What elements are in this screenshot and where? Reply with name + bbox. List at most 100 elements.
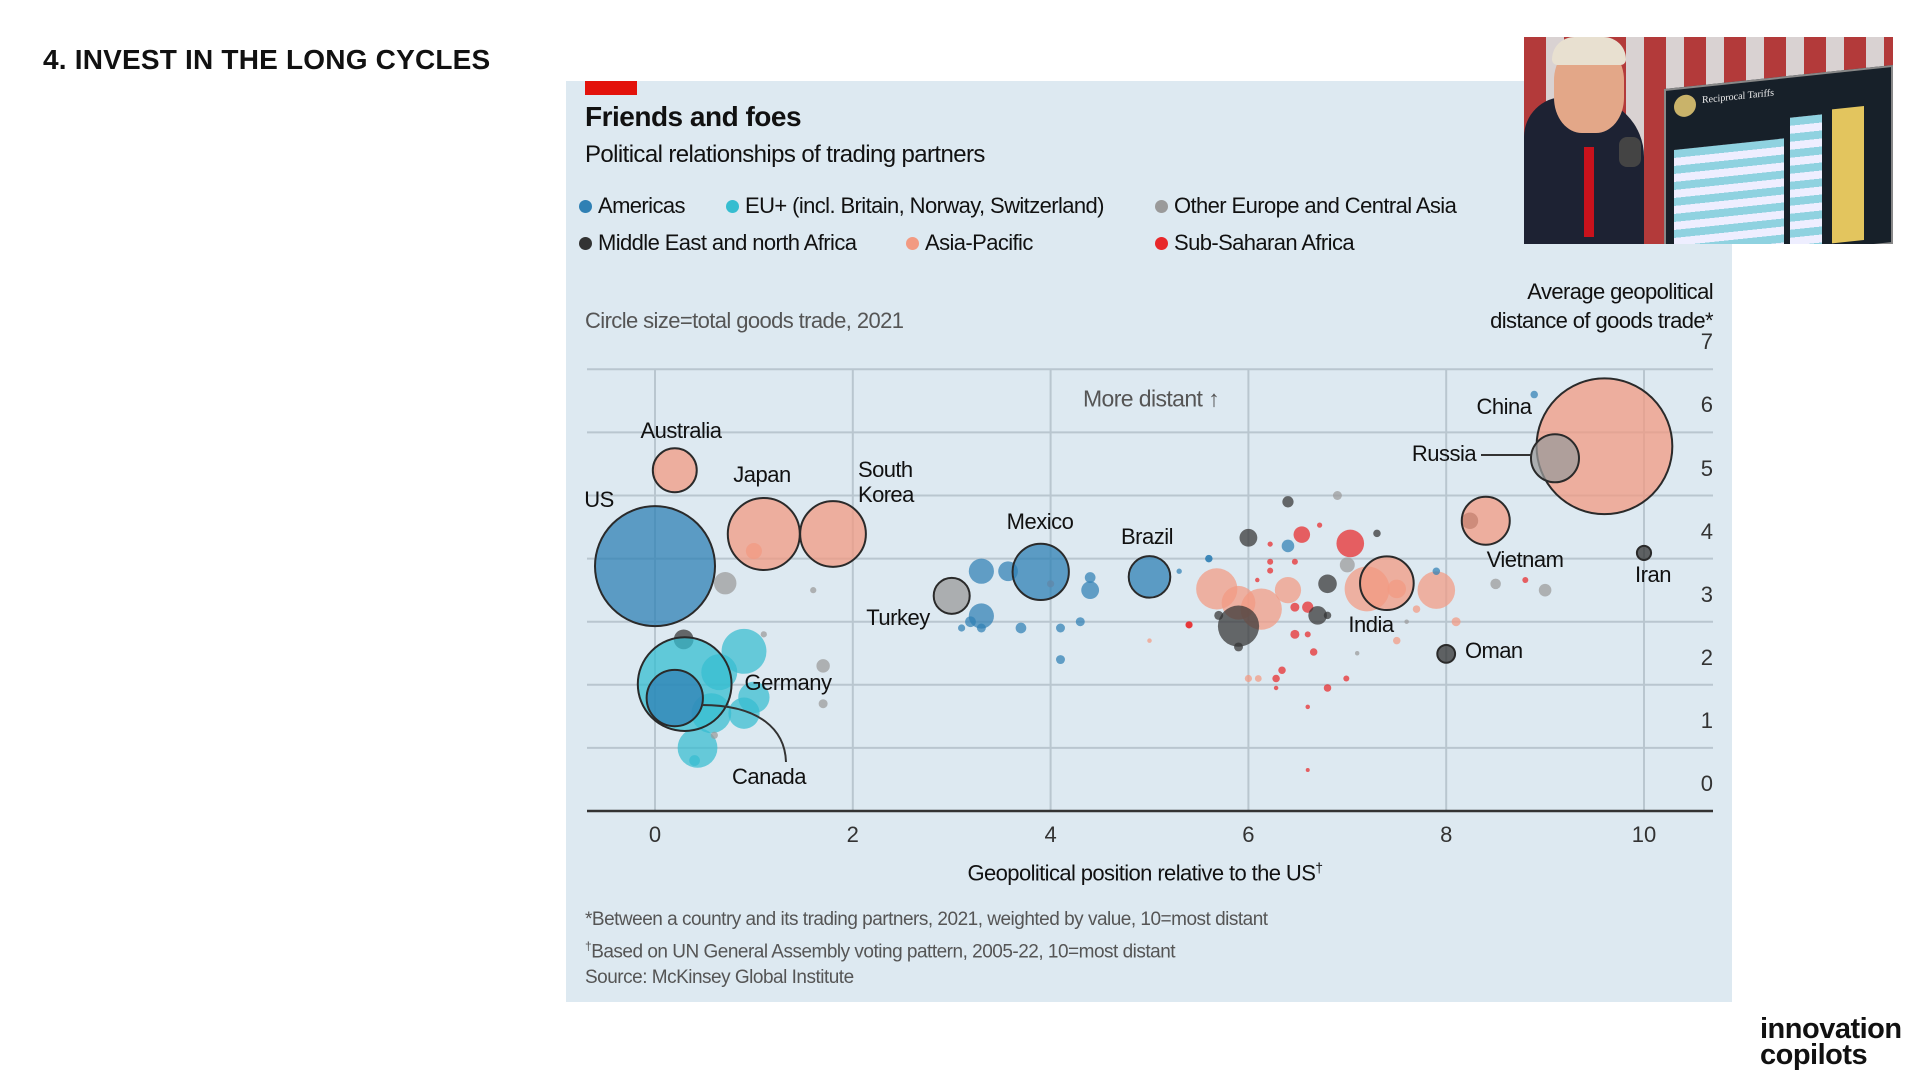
bubble-point bbox=[1354, 651, 1360, 656]
label-japan: Japan bbox=[733, 462, 791, 487]
legend-swatch bbox=[726, 199, 739, 213]
bubble-point bbox=[957, 624, 966, 632]
label-australia: Australia bbox=[640, 418, 722, 443]
person-tie bbox=[1584, 147, 1594, 237]
bubble-point bbox=[713, 571, 737, 595]
bubble-point bbox=[1290, 602, 1300, 612]
bubble-point bbox=[1244, 674, 1252, 683]
bubble-turkey bbox=[932, 576, 971, 615]
dagger-mark: † bbox=[1315, 859, 1323, 876]
y-tick-label: 7 bbox=[1700, 329, 1713, 355]
legend-item-mena: Middle East and north Africa bbox=[579, 230, 857, 256]
logo-line: copilots bbox=[1760, 1039, 1868, 1071]
legend-label: Americas bbox=[598, 193, 685, 218]
microphone-icon bbox=[1619, 137, 1641, 167]
logo-line: innovation bbox=[1760, 1013, 1902, 1045]
label-iran: Iran bbox=[1635, 562, 1671, 587]
board-reciprocal-tariffs bbox=[1832, 106, 1864, 244]
bubble-us bbox=[594, 505, 716, 628]
bubble-point bbox=[1522, 577, 1529, 584]
bubble-point bbox=[1530, 390, 1538, 399]
label-line: South bbox=[858, 457, 913, 482]
bubble-point bbox=[689, 755, 700, 766]
bubble-point bbox=[1305, 767, 1310, 772]
bubble-point bbox=[710, 731, 718, 739]
label-brazil: Brazil bbox=[1120, 524, 1174, 549]
bubble-australia bbox=[651, 447, 698, 494]
y-tick-label: 1 bbox=[1700, 707, 1713, 733]
bubble-point bbox=[1336, 529, 1365, 558]
tariff-board: Reciprocal Tariffs bbox=[1664, 64, 1893, 244]
legend-item-americas: Americas bbox=[579, 193, 685, 219]
legend-label: Other Europe and Central Asia bbox=[1174, 193, 1457, 218]
bubble-point bbox=[1323, 611, 1332, 620]
bubble-point bbox=[1339, 557, 1355, 573]
label-line: Korea bbox=[858, 482, 914, 507]
legend-item-asia-pacific: Asia-Pacific bbox=[906, 230, 1033, 256]
label-south-korea: South Korea bbox=[858, 457, 914, 507]
board-title: Reciprocal Tariffs bbox=[1702, 87, 1774, 107]
board-tariffs-charged bbox=[1790, 114, 1822, 244]
legend-label: EU+ (incl. Britain, Norway, Switzerland) bbox=[745, 193, 1104, 218]
x-tick-label: 10 bbox=[1631, 822, 1657, 847]
y-tick-label: 4 bbox=[1700, 518, 1713, 544]
bubble-point bbox=[738, 681, 770, 714]
dagger-mark: † bbox=[585, 939, 592, 953]
y-tick-label: 2 bbox=[1700, 644, 1713, 670]
bubble-point bbox=[1308, 606, 1327, 625]
size-note: Circle size=total goods trade, 2021 bbox=[585, 308, 904, 333]
bubble-point bbox=[1332, 491, 1342, 500]
bubble-point bbox=[1412, 605, 1421, 613]
seal-icon bbox=[1674, 93, 1696, 118]
bubble-iran bbox=[1635, 544, 1653, 562]
y-axis-title-line1: Average geopolitical bbox=[1527, 279, 1713, 304]
bubble-point bbox=[1274, 577, 1302, 604]
bubble-point bbox=[1176, 568, 1182, 574]
bubble-point bbox=[1267, 567, 1274, 574]
label-vietnam: Vietnam bbox=[1486, 547, 1564, 572]
bubble-point bbox=[1304, 631, 1311, 638]
legend-item-other-europe: Other Europe and Central Asia bbox=[1155, 193, 1457, 219]
y-tick-label: 3 bbox=[1700, 581, 1713, 607]
bubble-point bbox=[1015, 622, 1027, 634]
label-canada: Canada bbox=[731, 764, 807, 789]
bubble-point bbox=[976, 623, 986, 633]
bubble-point bbox=[1084, 572, 1096, 583]
bubble-point bbox=[1214, 610, 1224, 620]
footnote-1: *Between a country and its trading partn… bbox=[585, 909, 1268, 930]
bubble-oman bbox=[1436, 643, 1457, 664]
bubble-russia bbox=[1529, 433, 1580, 484]
x-tick-label: 6 bbox=[1242, 822, 1255, 847]
legend-swatch bbox=[579, 199, 592, 213]
slide-title: 4. INVEST IN THE LONG CYCLES bbox=[43, 44, 491, 75]
legend-label: Sub-Saharan Africa bbox=[1174, 230, 1355, 255]
bubble-point bbox=[1316, 522, 1323, 528]
bubble-point bbox=[1318, 574, 1337, 594]
more-distant-annotation: More distant ↑ bbox=[1082, 385, 1220, 412]
canada-leader-line bbox=[701, 704, 787, 763]
label-india: India bbox=[1348, 612, 1394, 637]
bubble-point bbox=[816, 659, 830, 673]
bubble-point bbox=[968, 558, 994, 584]
board-country-list bbox=[1674, 138, 1784, 244]
bubble-point bbox=[1217, 605, 1260, 647]
bubble-point bbox=[1417, 571, 1456, 609]
bubble-point bbox=[1278, 666, 1286, 675]
bubble-point bbox=[1323, 684, 1332, 692]
legend-swatch bbox=[579, 236, 592, 250]
y-tick-label: 0 bbox=[1700, 771, 1713, 796]
label-us: US bbox=[584, 487, 614, 512]
bubble-point bbox=[1290, 629, 1300, 639]
bubble-point bbox=[1234, 642, 1243, 652]
bubble-point bbox=[1373, 529, 1381, 538]
footnote-2: †Based on UN General Assembly voting pat… bbox=[585, 939, 1176, 963]
bubble-point bbox=[1147, 638, 1152, 643]
bubble-point bbox=[1081, 581, 1100, 600]
bubble-point bbox=[1272, 674, 1280, 683]
label-turkey: Turkey bbox=[866, 605, 930, 630]
bubble-point bbox=[1273, 685, 1279, 691]
bubble-japan bbox=[726, 496, 801, 571]
footnote-2-text: Based on UN General Assembly voting patt… bbox=[591, 941, 1176, 963]
bubble-point bbox=[1343, 675, 1350, 682]
